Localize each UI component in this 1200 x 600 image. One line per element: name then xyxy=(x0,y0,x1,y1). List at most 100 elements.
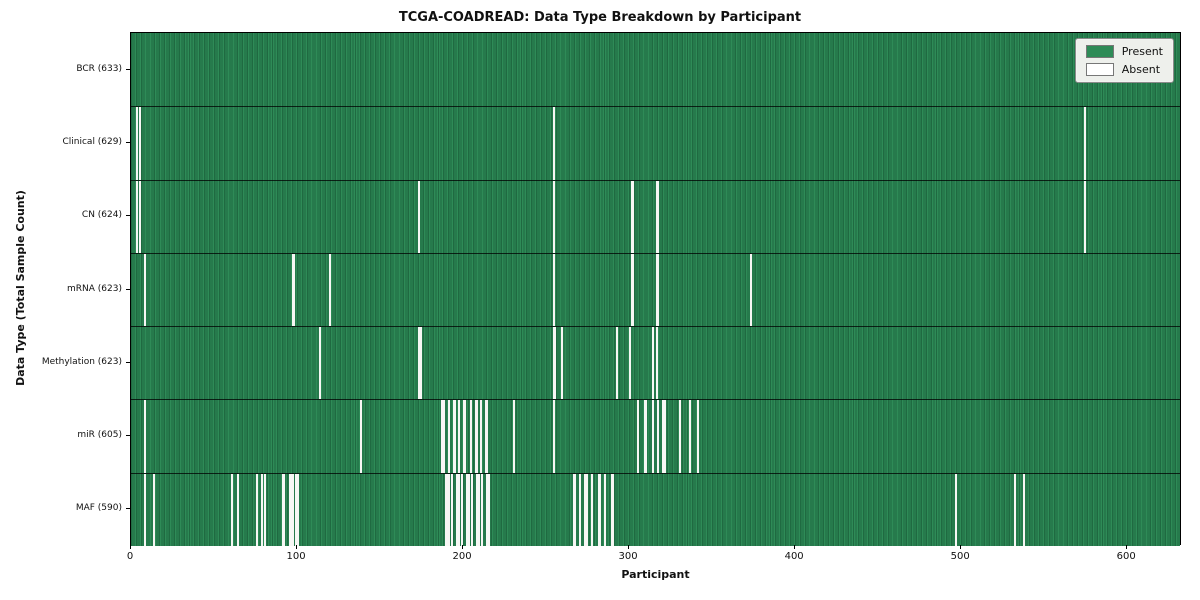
absent-stripe xyxy=(486,473,490,546)
y-tick-mark xyxy=(126,435,130,437)
x-tick-mark xyxy=(794,545,796,549)
absent-stripe xyxy=(448,400,451,473)
absent-stripe xyxy=(444,473,450,546)
absent-stripe xyxy=(453,400,457,473)
absent-stripe xyxy=(318,327,321,400)
x-tick-label: 400 xyxy=(784,551,804,562)
absent-stripe xyxy=(688,400,691,473)
absent-stripe xyxy=(144,253,147,327)
absent-stripe xyxy=(476,473,480,546)
heatmap-plot-area xyxy=(130,32,1181,546)
absent-stripe xyxy=(479,400,482,473)
x-tick-mark xyxy=(296,545,298,549)
absent-stripe xyxy=(328,253,331,327)
absent-stripe xyxy=(552,253,555,327)
absent-stripe xyxy=(637,400,640,473)
absent-stripe xyxy=(652,327,655,400)
x-tick-label: 100 xyxy=(286,551,306,562)
absent-stripe xyxy=(552,327,557,400)
absent-stripe xyxy=(135,180,138,253)
absent-stripe xyxy=(652,400,655,473)
legend-label-present: Present xyxy=(1121,45,1163,58)
y-tick-label: miR (605) xyxy=(77,430,122,441)
absent-stripe xyxy=(552,107,555,180)
heatmap-row xyxy=(131,326,1180,400)
absent-stripe xyxy=(590,473,593,546)
y-tick-mark xyxy=(126,361,130,363)
absent-stripe xyxy=(1022,473,1025,546)
y-axis-title: Data Type (Total Sample Count) xyxy=(14,92,27,386)
absent-stripe xyxy=(466,473,470,546)
absent-stripe xyxy=(630,253,635,327)
absent-stripe xyxy=(456,473,460,546)
absent-stripe xyxy=(657,400,660,473)
absent-stripe xyxy=(451,473,454,546)
absent-stripe xyxy=(579,473,582,546)
absent-stripe xyxy=(1084,180,1087,253)
x-axis-title: Participant xyxy=(621,568,690,581)
x-tick-label: 0 xyxy=(126,551,134,562)
absent-stripe xyxy=(604,473,607,546)
absent-stripe xyxy=(750,253,753,327)
absent-stripe xyxy=(662,400,666,473)
absent-stripe xyxy=(237,473,240,546)
x-tick-mark xyxy=(1126,545,1128,549)
heatmap-row xyxy=(131,179,1180,253)
absent-stripe xyxy=(512,400,515,473)
absent-stripe xyxy=(360,400,363,473)
y-tick-label: CN (624) xyxy=(81,210,122,221)
absent-stripe xyxy=(630,180,635,253)
absent-stripe xyxy=(144,400,147,473)
y-tick-label: BCR (633) xyxy=(76,63,122,74)
absent-stripe xyxy=(418,180,421,253)
absent-stripe xyxy=(644,400,648,473)
absent-stripe xyxy=(584,473,588,546)
heatmap-row xyxy=(131,33,1180,107)
x-tick-mark xyxy=(130,545,131,549)
absent-stripe xyxy=(610,473,615,546)
absent-stripe xyxy=(230,473,233,546)
absent-swatch-icon xyxy=(1085,63,1114,76)
x-tick-label: 500 xyxy=(950,551,970,562)
legend-entry-absent: Absent xyxy=(1085,63,1163,76)
absent-stripe xyxy=(288,473,294,546)
y-tick-label: mRNA (623) xyxy=(67,283,122,294)
absent-stripe xyxy=(655,253,659,327)
absent-stripe xyxy=(260,473,263,546)
absent-stripe xyxy=(474,400,478,473)
absent-stripe xyxy=(418,327,422,400)
legend-entry-present: Present xyxy=(1085,45,1163,58)
absent-stripe xyxy=(629,327,632,400)
chart-title: TCGA-COADREAD: Data Type Breakdown by Pa… xyxy=(398,10,802,25)
x-tick-label: 600 xyxy=(1116,551,1136,562)
absent-stripe xyxy=(561,327,564,400)
absent-stripe xyxy=(255,473,258,546)
absent-stripe xyxy=(144,473,147,546)
absent-stripe xyxy=(552,180,555,253)
y-tick-mark xyxy=(126,215,130,217)
y-tick-mark xyxy=(126,141,130,143)
x-tick-mark xyxy=(628,545,630,549)
absent-stripe xyxy=(552,400,555,473)
absent-stripe xyxy=(615,327,618,400)
absent-stripe xyxy=(292,253,296,327)
absent-stripe xyxy=(678,400,681,473)
absent-stripe xyxy=(954,473,957,546)
heatmap-row xyxy=(131,106,1180,180)
absent-stripe xyxy=(697,400,700,473)
y-tick-mark xyxy=(126,288,130,290)
absent-stripe xyxy=(572,473,576,546)
absent-stripe xyxy=(655,327,658,400)
absent-stripe xyxy=(463,400,467,473)
x-tick-label: 300 xyxy=(618,551,638,562)
absent-stripe xyxy=(139,180,142,253)
legend: Present Absent xyxy=(1074,38,1174,83)
absent-stripe xyxy=(655,180,659,253)
x-tick-mark xyxy=(462,545,464,549)
heatmap-row xyxy=(131,399,1180,473)
y-tick-mark xyxy=(126,68,130,70)
absent-stripe xyxy=(481,473,484,546)
present-swatch-icon xyxy=(1085,45,1114,58)
heatmap-row xyxy=(131,472,1180,546)
